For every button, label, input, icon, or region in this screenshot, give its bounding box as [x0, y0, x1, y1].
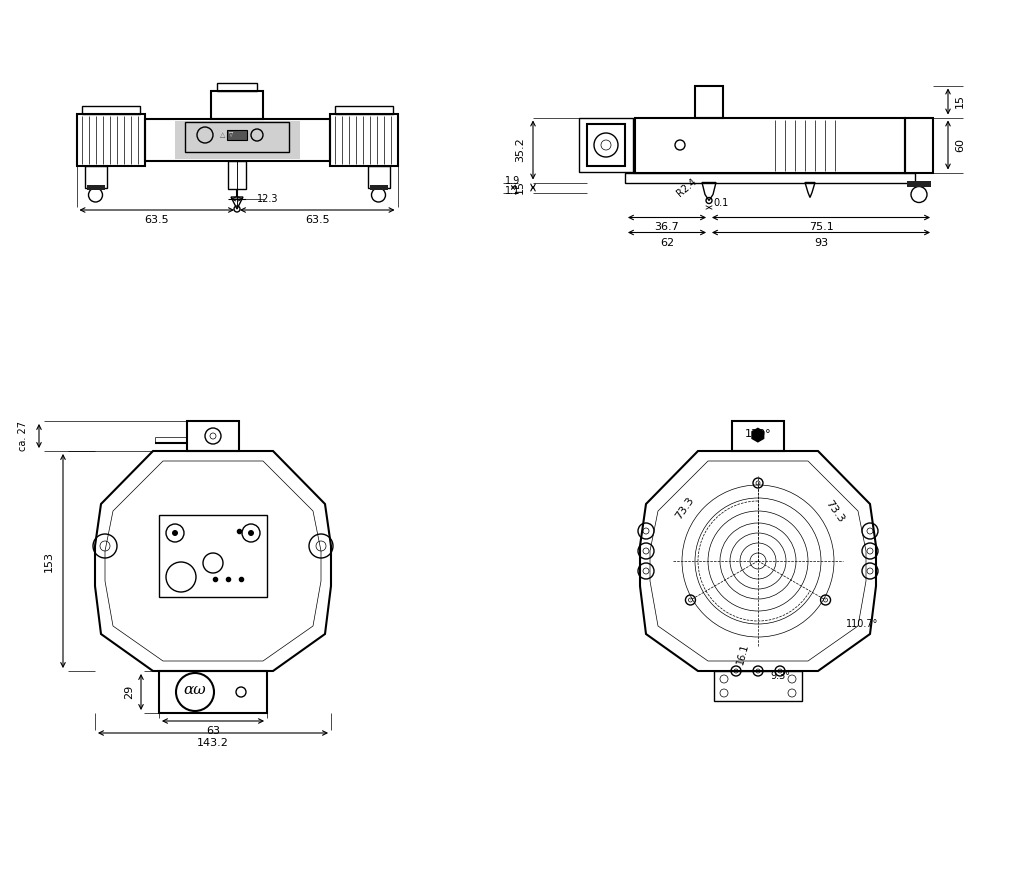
Text: 63.5: 63.5	[305, 215, 330, 225]
Text: αω: αω	[183, 683, 206, 697]
Text: 153: 153	[44, 550, 54, 571]
Bar	[907, 180, 931, 187]
Bar	[625, 173, 915, 182]
Bar	[330, 114, 397, 166]
Text: 15: 15	[515, 180, 525, 194]
Polygon shape	[702, 182, 716, 201]
Text: 73.3: 73.3	[674, 495, 696, 521]
Bar	[174, 121, 299, 159]
Text: R2.4: R2.4	[675, 177, 698, 199]
Circle shape	[172, 530, 178, 536]
Text: 12.3: 12.3	[257, 194, 279, 204]
Text: 63.5: 63.5	[144, 215, 169, 225]
Bar	[185, 122, 289, 152]
Bar	[579, 118, 633, 172]
Text: 143.2: 143.2	[197, 738, 229, 748]
Text: 29: 29	[124, 685, 134, 699]
Bar	[335, 106, 392, 114]
Text: ▽: ▽	[229, 132, 233, 138]
Text: 60: 60	[955, 138, 965, 152]
Text: 110.7°: 110.7°	[846, 619, 879, 629]
Text: ca. 27: ca. 27	[18, 421, 28, 451]
Text: 36.7: 36.7	[654, 223, 679, 232]
Text: ⬢: ⬢	[751, 427, 766, 445]
Bar	[159, 671, 267, 713]
Bar	[228, 161, 246, 189]
Bar	[144, 119, 330, 161]
Bar	[217, 83, 257, 91]
Text: 93: 93	[814, 237, 828, 248]
Bar	[82, 106, 139, 114]
Polygon shape	[231, 197, 243, 209]
Bar	[77, 114, 144, 166]
Text: 63: 63	[206, 726, 220, 736]
Text: 75.1: 75.1	[809, 223, 834, 232]
Bar	[227, 130, 247, 140]
Bar	[86, 185, 104, 190]
Polygon shape	[805, 182, 815, 197]
Circle shape	[248, 530, 254, 536]
Text: 120°: 120°	[744, 429, 771, 439]
Text: 73.3: 73.3	[823, 498, 846, 524]
Bar	[187, 421, 239, 451]
Bar	[635, 117, 905, 173]
Text: 15: 15	[955, 95, 965, 109]
Text: 35.2: 35.2	[515, 138, 525, 162]
Bar	[368, 166, 389, 188]
Bar	[732, 421, 784, 451]
Text: △: △	[220, 132, 225, 138]
Bar	[905, 117, 933, 173]
Bar	[714, 671, 802, 701]
Text: 16.1: 16.1	[735, 642, 750, 666]
Text: 62: 62	[659, 237, 674, 248]
Text: 1.1: 1.1	[505, 186, 520, 195]
Text: 0.1: 0.1	[713, 197, 728, 208]
Bar	[159, 515, 267, 597]
Bar	[587, 124, 625, 166]
Bar	[85, 166, 106, 188]
Text: 1.9: 1.9	[505, 175, 520, 186]
Bar	[211, 91, 263, 119]
Bar	[370, 185, 387, 190]
Text: 9.3°: 9.3°	[770, 671, 790, 681]
Bar	[695, 86, 723, 117]
